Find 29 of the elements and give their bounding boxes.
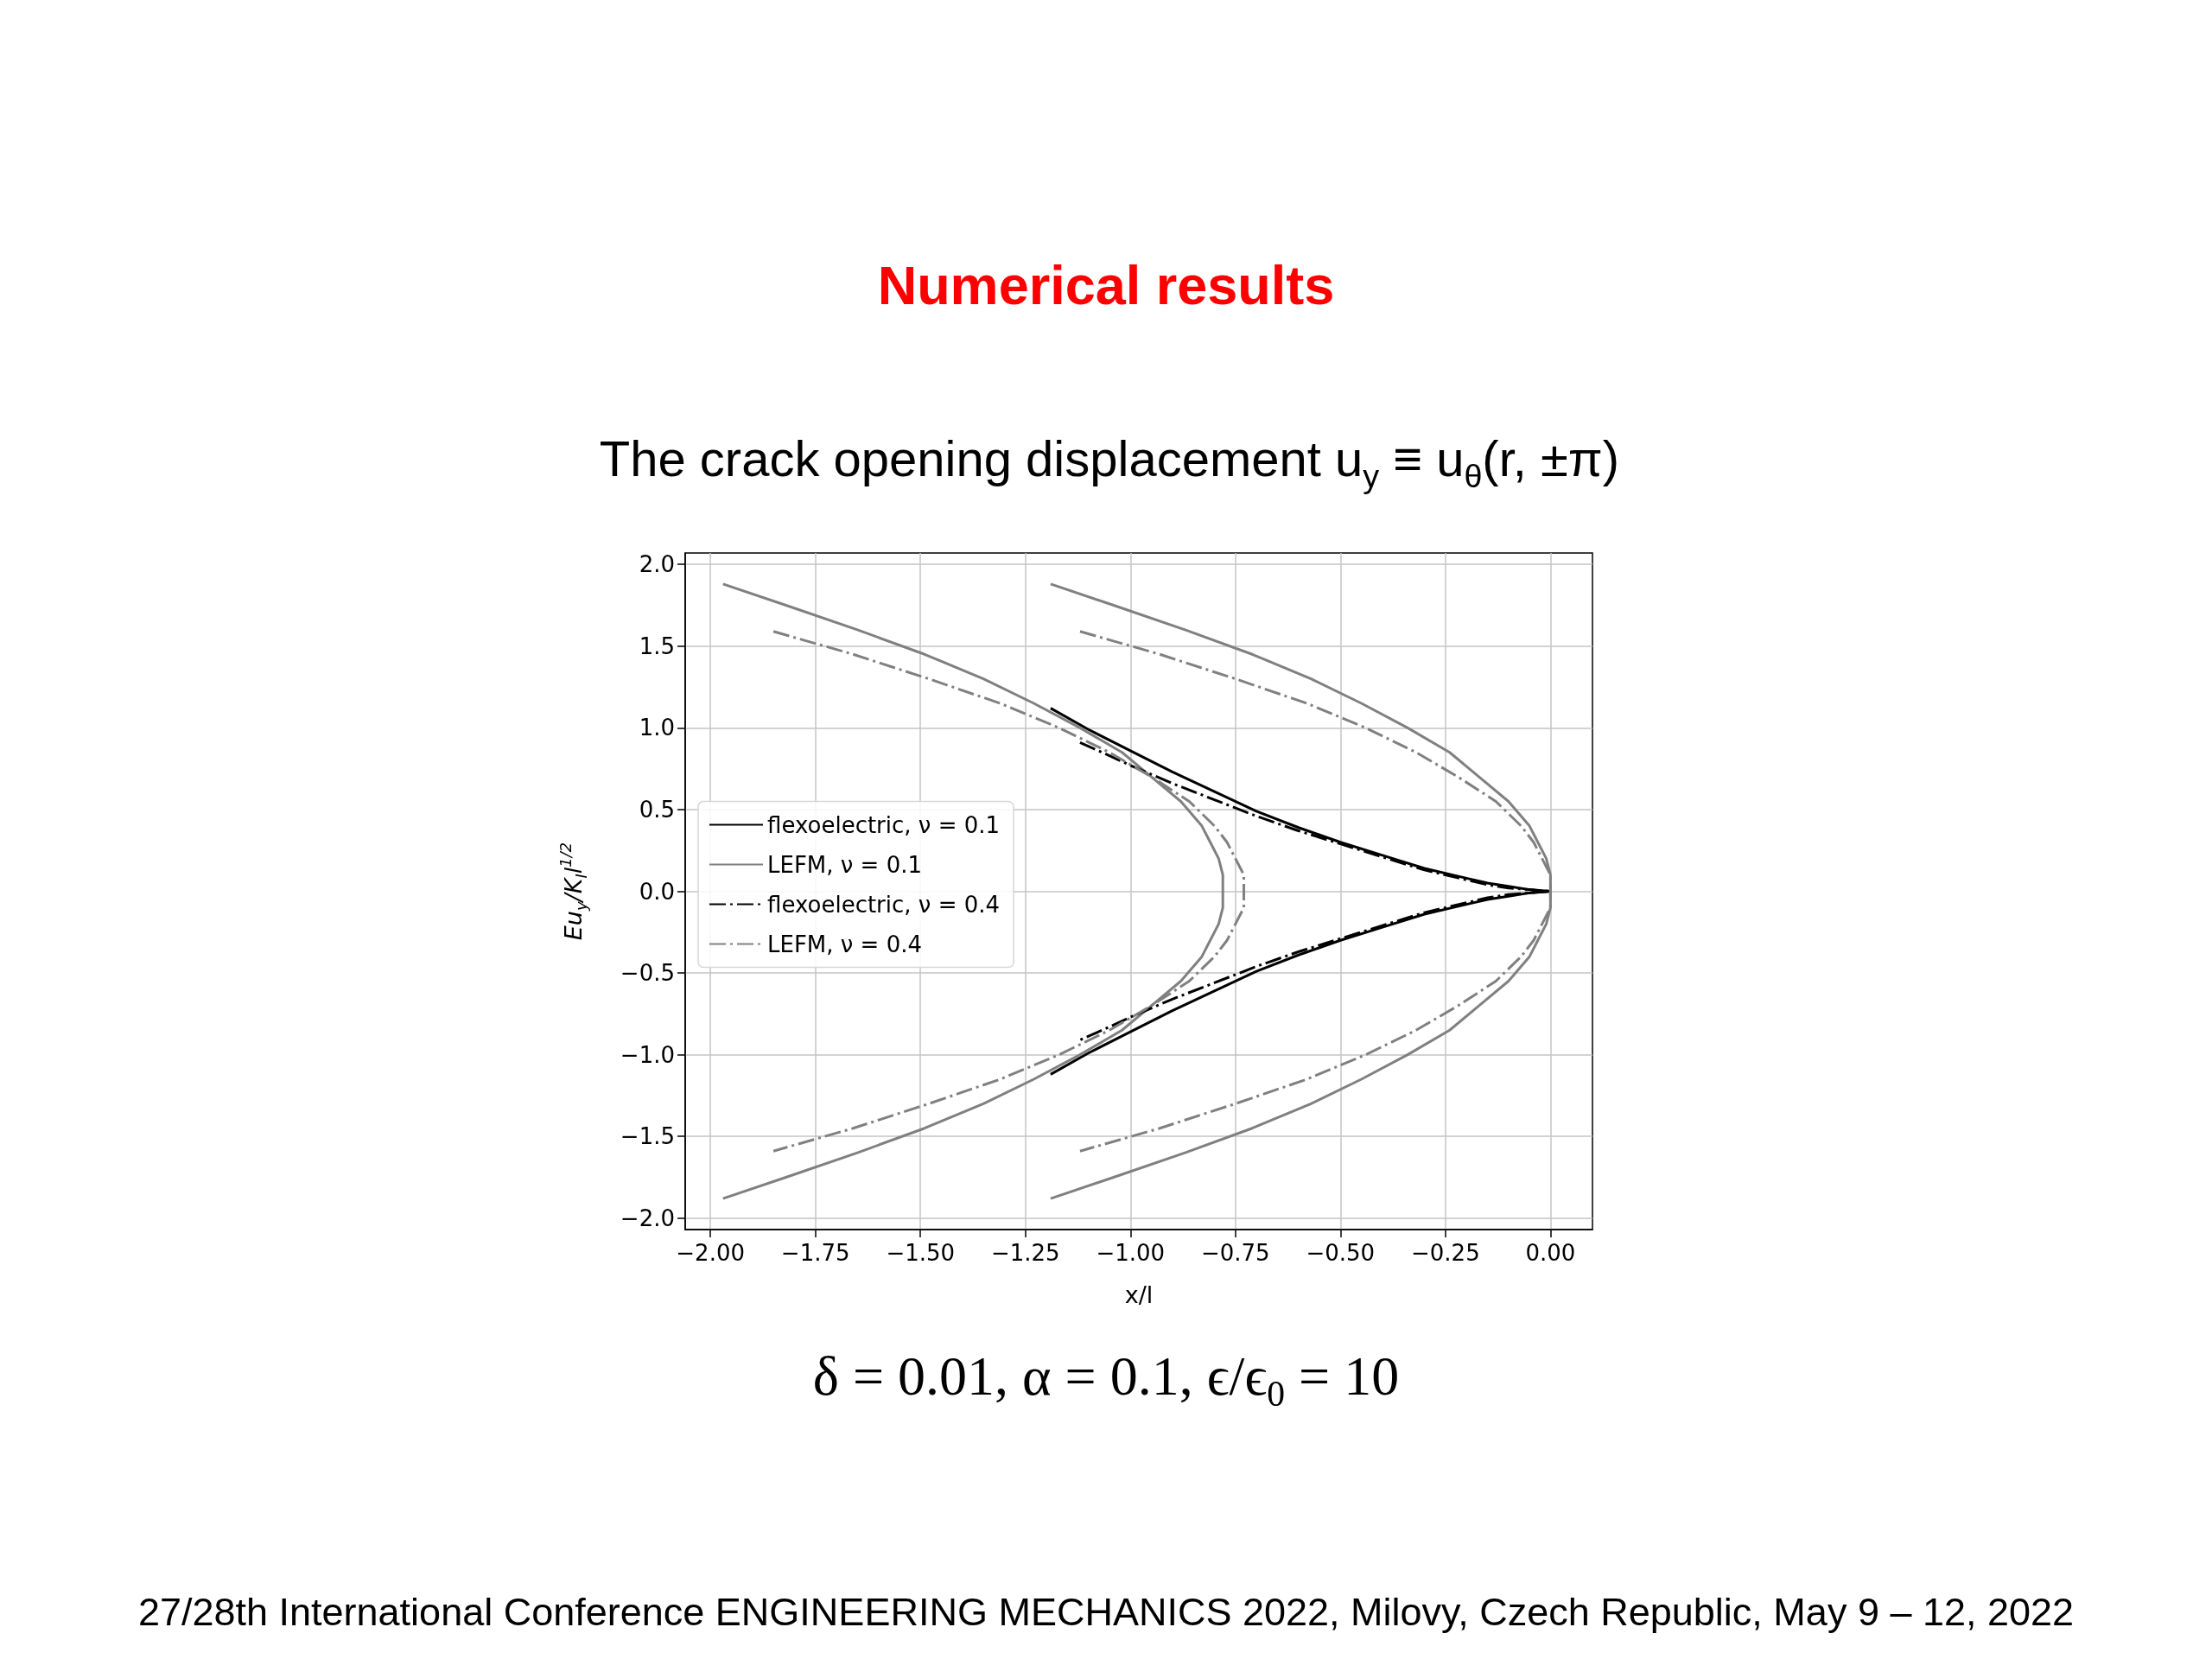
- x-axis-title: x/l: [1124, 1281, 1154, 1308]
- legend-label: LEFM, ν = 0.4: [767, 931, 923, 957]
- y-axis-title: Euy/KIl1/2: [556, 842, 590, 941]
- x-tick-label: −1.00: [1096, 1240, 1166, 1266]
- y-tick-label: −0.5: [620, 960, 675, 987]
- y-tick-label: 2.0: [639, 551, 675, 578]
- text: 27/28th International Conference ENGINEERING MECHANICS 2022, Milovy, Czech Republic, May 9 – 12, 2022: [137, 1589, 2075, 1636]
- legend-label: flexoelectric, ν = 0.4: [767, 891, 1001, 918]
- y-tick-label: −1.5: [620, 1123, 675, 1150]
- x-tick-label: −2.00: [676, 1240, 746, 1266]
- x-tick-label: −1.50: [886, 1240, 956, 1266]
- legend-label: LEFM, ν = 0.1: [767, 851, 923, 878]
- y-tick-label: 1.5: [639, 632, 675, 659]
- x-tick-label: −0.75: [1200, 1240, 1270, 1266]
- x-tick-label: 0.00: [1525, 1240, 1576, 1266]
- line-series: [1049, 707, 1552, 1076]
- chart-subtitle: The crack opening displacement u$_{y}$ ≡ u$_{θ}$(r, ±π): [599, 429, 1620, 496]
- y-tick-label: 0.0: [639, 878, 675, 905]
- y-tick-label: −2.0: [620, 1205, 675, 1231]
- chart-title: Numerical results: [877, 254, 1335, 318]
- x-tick-label: −0.50: [1306, 1240, 1376, 1266]
- y-tick-label: −1.0: [620, 1041, 675, 1068]
- y-tick-label: 1.0: [639, 715, 675, 741]
- x-tick-label: −1.25: [990, 1240, 1060, 1266]
- x-tick-label: −1.75: [780, 1240, 850, 1266]
- text: δ = 0.01, α = 0.1, ϵ/ϵ$_{0}$ = 10: [812, 1344, 1400, 1416]
- legend-label: flexoelectric, ν = 0.1: [767, 811, 1001, 838]
- x-tick-label: −0.25: [1411, 1240, 1480, 1266]
- y-tick-label: 0.5: [639, 796, 675, 823]
